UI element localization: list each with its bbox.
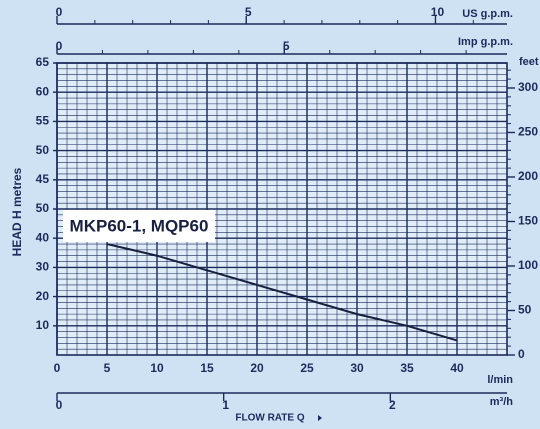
tick-label: 5 (245, 5, 252, 19)
tick-label: 0 (56, 39, 63, 53)
x-tick-label: 25 (300, 361, 314, 375)
x-tick-label: 30 (350, 361, 364, 375)
x-unit: l/min (487, 374, 513, 386)
y-tick-label: 10 (36, 318, 50, 332)
y-tick-label: 40 (36, 230, 50, 244)
arrow (318, 415, 322, 421)
y-tick-label: 30 (36, 260, 50, 274)
tick-label: 0 (56, 398, 63, 412)
y-tick-label: 65 (36, 55, 50, 69)
y-tick-label: 50 (36, 201, 50, 215)
axis-unit: US g.p.m. (462, 8, 513, 20)
y-tick-label: 55 (36, 114, 50, 128)
x-tick-label: 5 (104, 361, 111, 375)
y2-tick-label: 50 (518, 303, 532, 317)
y2-tick-label: 200 (518, 169, 538, 183)
tick-label: 0 (56, 5, 63, 19)
y2-tick-label: 300 (518, 80, 538, 94)
tick-label: 2 (389, 398, 396, 412)
curve (106, 243, 458, 342)
x-tick-label: 40 (450, 361, 464, 375)
y2-tick-label: 150 (518, 214, 538, 228)
tick-label: 10 (431, 5, 445, 19)
x-tick-label: 20 (250, 361, 264, 375)
y2-tick-label: 0 (518, 347, 525, 361)
axis-unit: m³/h (490, 396, 514, 408)
plot-border (56, 62, 508, 356)
y2-unit: feet (519, 56, 539, 68)
y-tick-label: 20 (36, 289, 50, 303)
x-tick-label: 35 (400, 361, 414, 375)
curve-label-box (63, 210, 215, 242)
y-tick-label: 45 (36, 172, 50, 186)
curve-label: MKP60-1, MQP60 (70, 216, 209, 235)
y-tick-label: 50 (36, 143, 50, 157)
tick-label: 5 (283, 39, 290, 53)
x-tick-label: 0 (54, 361, 61, 375)
y-axis-label: HEAD H metres (10, 167, 24, 256)
y2-tick-label: 100 (518, 258, 538, 272)
x-tick-label: 10 (150, 361, 164, 375)
y-tick-label: 60 (36, 84, 50, 98)
x-tick-label: 15 (200, 361, 214, 375)
y2-tick-label: 250 (518, 125, 538, 139)
tick-label: 1 (222, 398, 229, 412)
axis-unit: Imp g.p.m. (458, 36, 513, 48)
x-axis-label: FLOW RATE Q (235, 413, 304, 424)
